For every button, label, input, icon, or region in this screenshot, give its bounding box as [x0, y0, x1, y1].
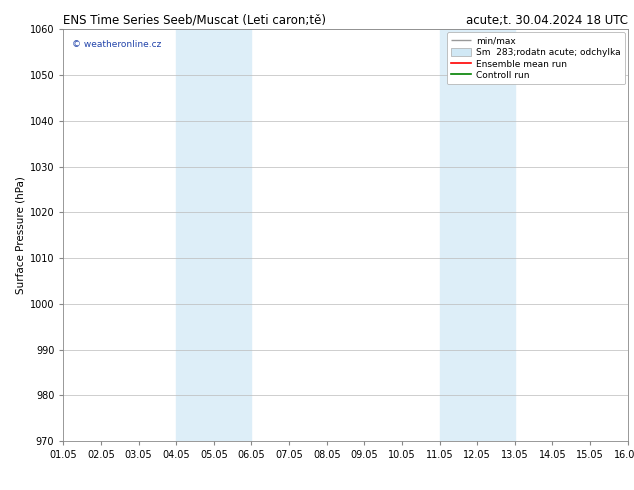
- Text: ENS Time Series Seeb/Muscat (Leti caron;tě): ENS Time Series Seeb/Muscat (Leti caron;…: [63, 14, 327, 27]
- Text: acute;t. 30.04.2024 18 UTC: acute;t. 30.04.2024 18 UTC: [465, 14, 628, 27]
- Bar: [176, 29, 252, 441]
- Y-axis label: Surface Pressure (hPa): Surface Pressure (hPa): [16, 176, 25, 294]
- Text: © weatheronline.cz: © weatheronline.cz: [72, 40, 161, 49]
- Legend: min/max, Sm  283;rodatn acute; odchylka, Ensemble mean run, Controll run: min/max, Sm 283;rodatn acute; odchylka, …: [447, 32, 625, 84]
- Bar: [439, 29, 515, 441]
